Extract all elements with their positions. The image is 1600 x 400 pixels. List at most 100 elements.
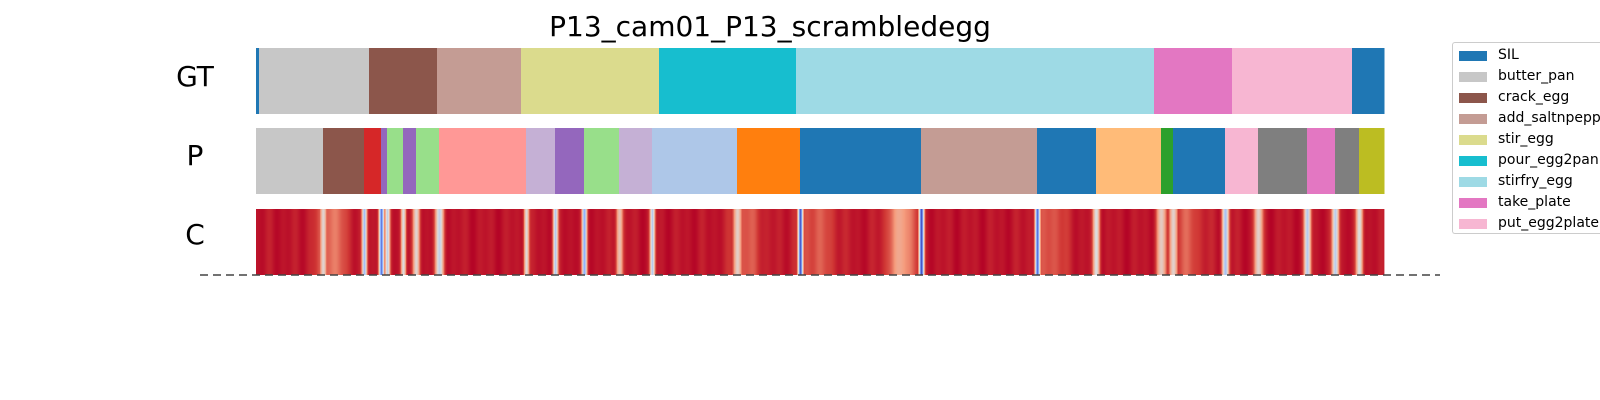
confidence-cell — [1046, 209, 1048, 275]
confidence-cell — [1331, 209, 1333, 275]
confidence-cell — [1165, 209, 1167, 275]
confidence-cell — [1023, 209, 1025, 275]
confidence-cell — [569, 209, 571, 275]
confidence-cell — [648, 209, 650, 275]
confidence-cell — [622, 209, 624, 275]
confidence-cell — [437, 209, 439, 275]
confidence-cell — [647, 209, 649, 275]
confidence-cell — [813, 209, 815, 275]
confidence-cell — [531, 209, 533, 275]
confidence-cell — [692, 209, 694, 275]
confidence-cell — [1199, 209, 1201, 275]
confidence-cell — [390, 209, 392, 275]
confidence-cell — [479, 209, 481, 275]
row-label-c: C — [185, 218, 205, 251]
confidence-cell — [1262, 209, 1264, 275]
confidence-cell — [627, 209, 629, 275]
confidence-cell — [442, 209, 444, 275]
confidence-cell — [1198, 209, 1200, 275]
confidence-cell — [592, 209, 594, 275]
confidence-cell — [718, 209, 720, 275]
confidence-cell — [441, 209, 443, 275]
confidence-cell — [360, 209, 362, 275]
confidence-cell — [567, 209, 569, 275]
confidence-cell — [1246, 209, 1248, 275]
confidence-cell — [351, 209, 353, 275]
confidence-cell — [623, 209, 625, 275]
confidence-cell — [380, 209, 382, 275]
confidence-cell — [398, 209, 400, 275]
confidence-cell — [649, 209, 651, 275]
confidence-cell — [853, 209, 855, 275]
confidence-cell — [472, 209, 474, 275]
confidence-cell — [391, 209, 393, 275]
confidence-cell — [1350, 209, 1352, 275]
p-segment-unlisted-lightpurple — [526, 128, 556, 194]
confidence-cell — [928, 209, 930, 275]
confidence-cell — [1066, 209, 1068, 275]
confidence-cell — [855, 209, 857, 275]
confidence-cell — [532, 209, 534, 275]
confidence-cell — [632, 209, 634, 275]
confidence-cell — [558, 209, 560, 275]
confidence-cell — [341, 209, 343, 275]
confidence-cell — [409, 209, 411, 275]
confidence-cell — [1244, 209, 1246, 275]
p-segment-butter-pan — [256, 128, 324, 194]
confidence-cell — [1022, 209, 1024, 275]
confidence-cell — [1094, 209, 1096, 275]
confidence-cell — [459, 209, 461, 275]
confidence-cell — [750, 209, 752, 275]
confidence-cell — [1271, 209, 1273, 275]
confidence-cell — [817, 209, 819, 275]
confidence-cell — [1153, 209, 1155, 275]
confidence-cell — [327, 209, 329, 275]
confidence-cell — [662, 209, 664, 275]
confidence-cell — [1008, 209, 1010, 275]
confidence-cell — [1168, 209, 1170, 275]
confidence-cell — [1300, 209, 1302, 275]
confidence-cell — [387, 209, 389, 275]
confidence-cell — [743, 209, 745, 275]
confidence-cell — [559, 209, 561, 275]
confidence-cell — [788, 209, 790, 275]
confidence-row — [256, 209, 1385, 275]
confidence-cell — [1369, 209, 1371, 275]
confidence-cell — [1093, 209, 1095, 275]
confidence-cell — [998, 209, 1000, 275]
legend-swatch-crack-egg — [1459, 93, 1487, 103]
confidence-cell — [511, 209, 513, 275]
confidence-cell — [553, 209, 555, 275]
confidence-cell — [798, 209, 800, 275]
confidence-cell — [1315, 209, 1317, 275]
confidence-cell — [856, 209, 858, 275]
confidence-cell — [1200, 209, 1202, 275]
confidence-cell — [480, 209, 482, 275]
confidence-cell — [1134, 209, 1136, 275]
confidence-cell — [848, 209, 850, 275]
confidence-cell — [1039, 209, 1041, 275]
confidence-cell — [318, 209, 320, 275]
confidence-cell — [1210, 209, 1212, 275]
confidence-cell — [861, 209, 863, 275]
confidence-cell — [831, 209, 833, 275]
confidence-cell — [1382, 209, 1384, 275]
confidence-cell — [1345, 209, 1347, 275]
confidence-cell — [876, 209, 878, 275]
confidence-cell — [365, 209, 367, 275]
confidence-cell — [781, 209, 783, 275]
confidence-cell — [1231, 209, 1233, 275]
confidence-cell — [794, 209, 796, 275]
legend-label-add-saltnpepper: add_saltnpepp — [1498, 110, 1600, 126]
confidence-cell — [581, 209, 583, 275]
confidence-cell — [865, 209, 867, 275]
confidence-cell — [735, 209, 737, 275]
confidence-cell — [548, 209, 550, 275]
confidence-cell — [660, 209, 662, 275]
gt-segment-take-plate — [1154, 48, 1233, 114]
confidence-cell — [859, 209, 861, 275]
confidence-cell — [1375, 209, 1377, 275]
confidence-cell — [543, 209, 545, 275]
confidence-cell — [1368, 209, 1370, 275]
confidence-cell — [258, 209, 260, 275]
